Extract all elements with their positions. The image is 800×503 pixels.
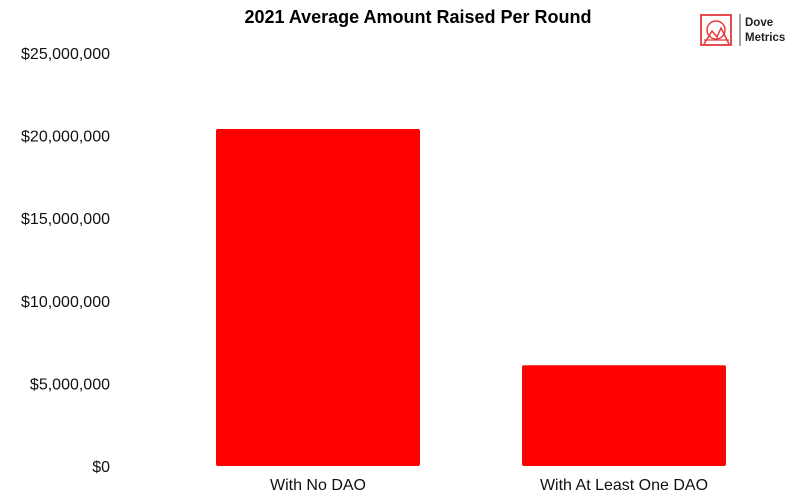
logo-line-1: Dove [745,17,773,29]
x-category-label: With At Least One DAO [540,477,708,494]
y-tick-label: $5,000,000 [30,376,110,393]
y-tick-label: $15,000,000 [21,211,110,228]
bar [216,128,420,466]
x-axis: With No DAO With At Least One DAO [270,477,708,494]
bars [216,128,726,466]
dove-metrics-logo: Dove Metrics [700,14,785,46]
dove-metrics-logo-icon [700,14,732,46]
x-category-label: With No DAO [270,477,366,494]
y-tick-label: $25,000,000 [21,46,110,63]
chart-title: 2021 Average Amount Raised Per Round [244,7,591,27]
bar [522,365,726,466]
logo-line-2: Metrics [745,32,785,44]
y-tick-label: $20,000,000 [21,129,110,146]
y-tick-label: $0 [92,459,110,476]
y-axis: $0 $5,000,000 $10,000,000 $15,000,000 $20,00… [21,46,110,476]
y-tick-label: $10,000,000 [21,294,110,311]
